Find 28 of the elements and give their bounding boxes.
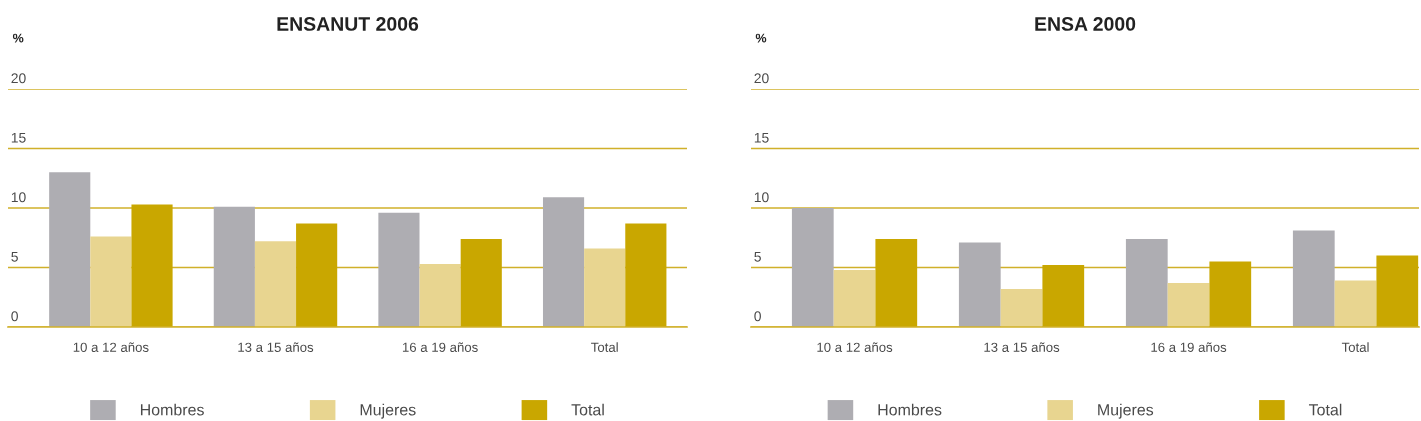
x-tick-label: Total bbox=[591, 342, 618, 352]
x-tick-label: 16 a 19 años bbox=[1151, 342, 1227, 352]
legend-label: Hombres bbox=[140, 403, 204, 416]
y-tick-label: 0 bbox=[11, 311, 18, 322]
legend-label: Total bbox=[1308, 403, 1342, 416]
chart-title: ENSA 2000 bbox=[1035, 17, 1136, 31]
y-tick-label: 5 bbox=[754, 251, 761, 262]
x-tick-label: 10 a 12 años bbox=[817, 342, 893, 352]
y-tick-label: 10 bbox=[754, 192, 769, 203]
y-tick-label: 20 bbox=[754, 73, 769, 84]
legend-label: Hombres bbox=[878, 403, 942, 416]
x-tick-label: 16 a 19 años bbox=[402, 342, 478, 352]
y-tick-label: 5 bbox=[11, 251, 18, 262]
y-axis-title: % bbox=[755, 33, 767, 43]
y-tick-label: 0 bbox=[754, 311, 761, 322]
x-tick-label: 10 a 12 años bbox=[73, 342, 149, 352]
legend-label: Mujeres bbox=[1098, 403, 1154, 419]
y-axis-title: % bbox=[12, 33, 24, 43]
y-tick-label: 20 bbox=[11, 73, 26, 84]
x-tick-label: 13 a 15 años bbox=[984, 342, 1060, 352]
x-tick-label: 13 a 15 años bbox=[238, 342, 314, 352]
legend-label: Mujeres bbox=[360, 403, 416, 419]
chart-title: ENSANUT 2006 bbox=[277, 17, 419, 31]
y-tick-label: 15 bbox=[754, 132, 769, 143]
x-tick-label: Total bbox=[1341, 342, 1369, 352]
y-tick-label: 15 bbox=[11, 132, 26, 143]
legend-label: Total bbox=[571, 403, 604, 416]
y-tick-label: 10 bbox=[11, 192, 26, 203]
